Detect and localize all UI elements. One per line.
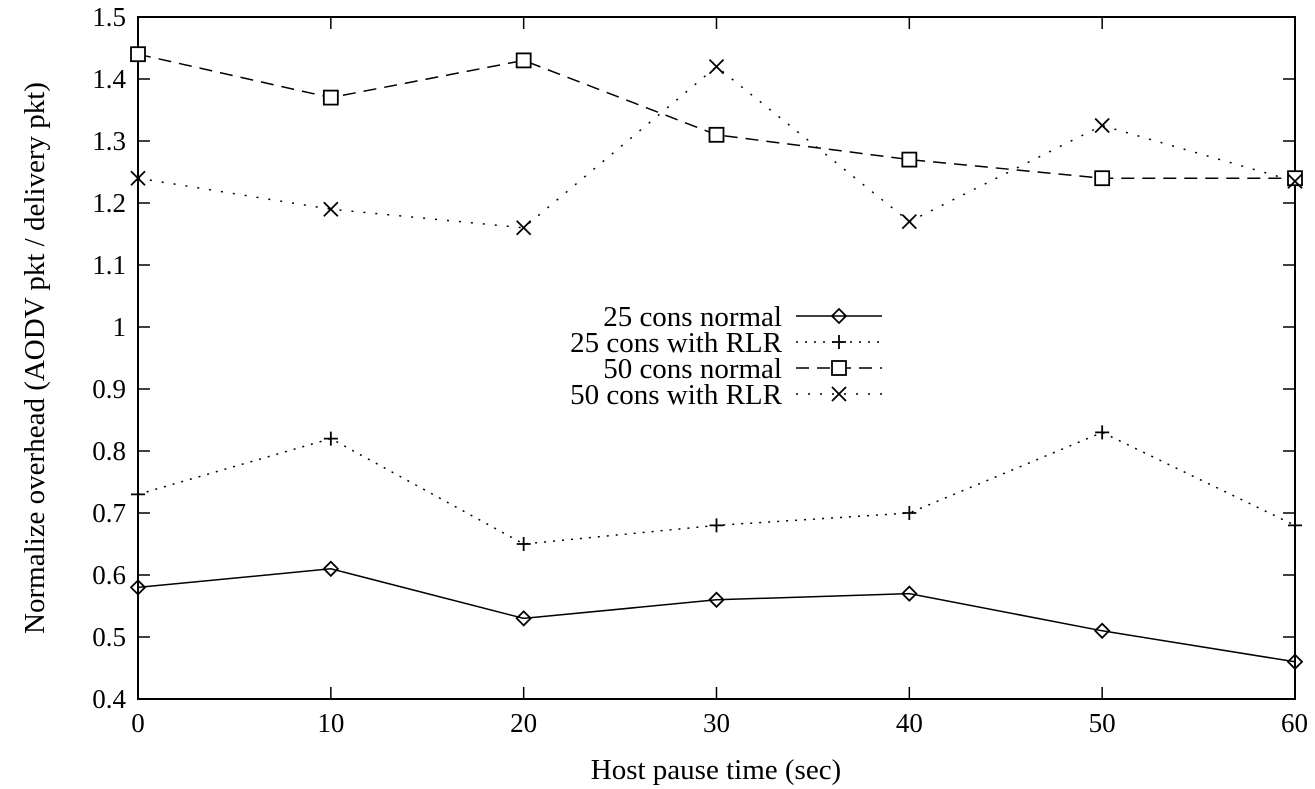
- data-point-cross: [901, 213, 917, 230]
- x-tick-label: 40: [896, 708, 923, 738]
- legend-label: 25 cons with RLR: [570, 327, 783, 359]
- axis-ticks: 0.4 0.5 0.6 0.7 0.8 0.9 1 1.1 1.2 1.3 1.4 1.5 0 10 20 3…: [92, 2, 1308, 738]
- data-point-plus: [902, 506, 917, 520]
- y-tick-label: 0.7: [92, 498, 126, 528]
- legend-marker-square: [831, 360, 847, 376]
- series-line-3: [137, 53, 1295, 179]
- x-tick-label: 60: [1281, 708, 1308, 738]
- data-point-square: [515, 52, 532, 69]
- legend-label: 50 cons normal: [603, 353, 782, 385]
- y-tick-label: 0.4: [92, 684, 126, 714]
- y-tick-label: 1.1: [92, 250, 126, 280]
- y-axis-label: Normalize overhead (AODV pkt / delivery …: [19, 82, 51, 634]
- x-axis-label: Host pause time (sec): [591, 754, 841, 786]
- legend-marker-cross: [831, 386, 847, 402]
- data-point-plus: [131, 487, 145, 502]
- y-tick-label: 1.3: [92, 126, 126, 156]
- x-tick-label: 20: [510, 708, 537, 738]
- y-tick-label: 1: [113, 312, 127, 342]
- data-point-diamond: [901, 585, 918, 602]
- data-point-square: [708, 126, 725, 143]
- data-point-cross: [708, 58, 725, 75]
- y-tick-label: 1.2: [92, 188, 126, 218]
- data-point-plus: [323, 431, 338, 446]
- data-point-diamond: [708, 591, 725, 609]
- y-tick-label: 1.4: [92, 64, 126, 94]
- data-point-cross: [130, 170, 146, 186]
- data-point-square: [1287, 170, 1303, 187]
- data-point-square: [322, 89, 339, 106]
- legend-label: 50 cons with RLR: [570, 379, 783, 411]
- data-point-square: [1094, 170, 1111, 187]
- data-point-cross: [1094, 117, 1110, 134]
- y-tick-label: 0.9: [92, 374, 126, 404]
- data-point-diamond: [1286, 653, 1304, 671]
- data-point-diamond: [515, 610, 532, 627]
- series-line-4: [137, 65, 1296, 229]
- x-tick-label: 50: [1089, 708, 1116, 738]
- data-point-plus: [1288, 518, 1302, 533]
- x-tick-label: 10: [317, 708, 344, 738]
- legend-marker-diamond: [830, 307, 848, 325]
- y-tick-label: 1.5: [92, 2, 126, 32]
- data-point-diamond: [322, 560, 340, 578]
- legend-marker-plus: [832, 335, 846, 349]
- data-point-plus: [516, 537, 531, 551]
- x-tick-label: 30: [703, 708, 730, 738]
- data-point-cross: [516, 220, 532, 236]
- data-point-plus: [1095, 425, 1110, 440]
- series-line-1: [137, 568, 1296, 663]
- series-markers: [129, 46, 1304, 671]
- data-point-cross: [1287, 173, 1303, 189]
- data-point-diamond: [1093, 622, 1111, 640]
- y-tick-label: 0.8: [92, 436, 126, 466]
- data-point-plus: [709, 518, 724, 533]
- y-tick-label: 0.6: [92, 560, 126, 590]
- data-point-square: [130, 46, 146, 63]
- data-point-diamond: [129, 579, 147, 596]
- data-point-cross: [323, 201, 339, 217]
- x-tick-label: 0: [131, 708, 145, 738]
- data-point-square: [901, 151, 918, 168]
- legend-label: 25 cons normal: [603, 301, 782, 333]
- y-tick-label: 0.5: [92, 622, 126, 652]
